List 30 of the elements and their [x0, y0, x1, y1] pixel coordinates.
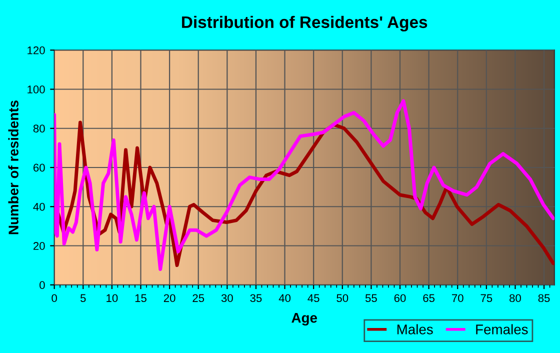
x-tick-label: 60	[394, 294, 406, 302]
legend-label: Males	[397, 324, 433, 334]
y-tick-label: 120	[28, 46, 45, 54]
x-tick-label: 25	[192, 294, 204, 302]
x-tick-label: 40	[278, 294, 291, 302]
x-tick-label: 35	[250, 294, 262, 302]
y-axis-title: Number of residents	[8, 100, 18, 234]
x-axis-title: Age	[292, 313, 318, 326]
x-tick-label: 80	[510, 294, 521, 302]
y-tick-label: 80	[33, 124, 45, 133]
x-tick-label: 10	[106, 294, 118, 302]
x-tick-label: 20	[164, 294, 176, 302]
x-tick-label: 50	[336, 294, 348, 302]
x-tick-label: 75	[480, 294, 492, 302]
y-tick-label: 100	[28, 86, 45, 94]
chart-title: Distribution of Residents' Ages	[182, 16, 428, 32]
y-tick-label: 60	[34, 164, 45, 172]
y-tick-label: 0	[40, 281, 45, 290]
x-tick-label: 65	[423, 294, 435, 302]
x-tick-label: 70	[452, 294, 464, 302]
x-tick-label: 0	[52, 294, 57, 302]
y-tick-label: 20	[33, 242, 45, 250]
x-tick-label: 45	[308, 294, 320, 302]
x-tick-label: 15	[135, 294, 146, 302]
legend-label: Females	[476, 324, 528, 334]
x-tick-label: 5	[80, 294, 86, 302]
x-tick-label: 30	[221, 294, 233, 302]
y-tick-label: 40	[33, 202, 45, 211]
x-tick-label: 55	[365, 294, 377, 302]
x-tick-label: 85	[538, 294, 550, 302]
